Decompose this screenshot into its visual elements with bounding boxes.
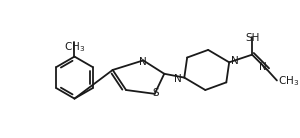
Text: S: S: [152, 88, 159, 98]
Text: SH: SH: [246, 33, 260, 43]
Text: N: N: [174, 74, 182, 83]
Text: N: N: [140, 57, 147, 67]
Text: CH$_3$: CH$_3$: [64, 40, 85, 54]
Text: N: N: [259, 62, 266, 72]
Text: N: N: [231, 56, 239, 66]
Text: CH$_3$: CH$_3$: [278, 75, 299, 88]
